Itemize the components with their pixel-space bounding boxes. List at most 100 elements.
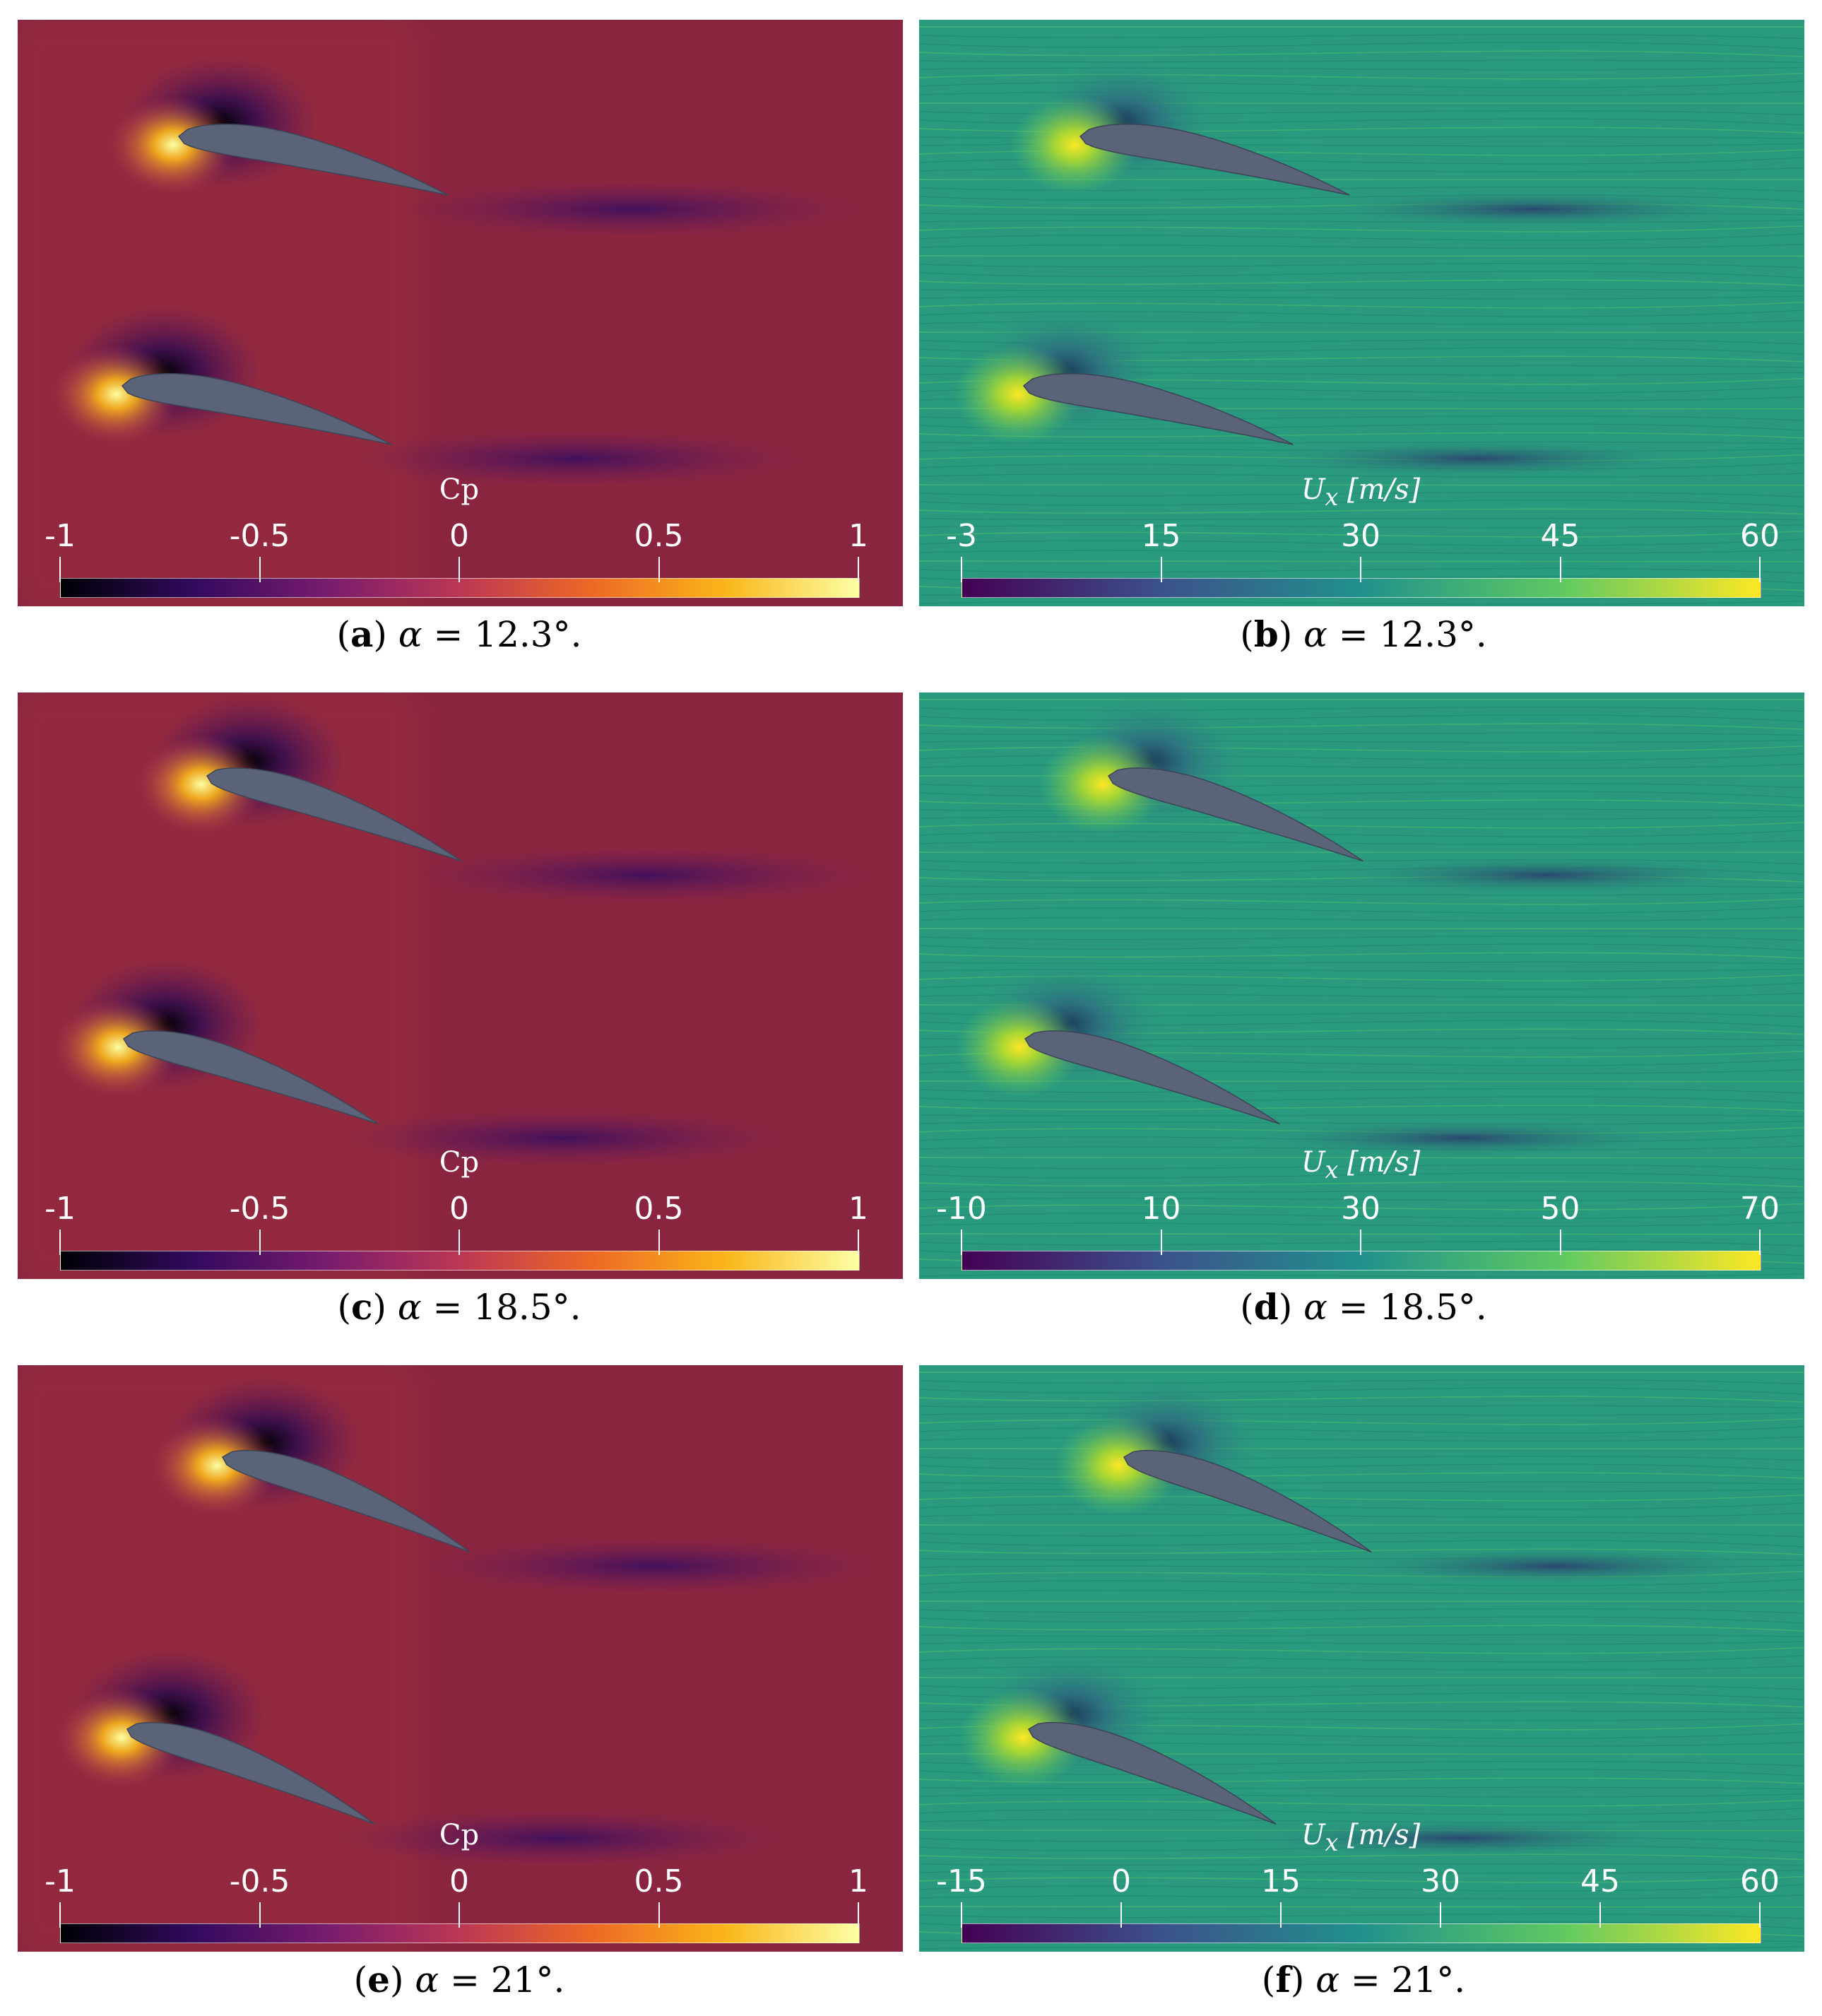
airfoil-lower: [1024, 1030, 1280, 1125]
colorbar-tick-label: 0.5: [634, 1191, 684, 1227]
airfoil-upper: [177, 124, 449, 196]
panel-a-cp-field: Cp -1 -0.5 0 0.5 1: [18, 20, 903, 606]
airfoil-upper: [221, 1449, 471, 1553]
colorbar-tick: [658, 1902, 660, 1928]
colorbar-tick: [59, 557, 61, 582]
colorbar-tick: [259, 557, 261, 582]
colorbar-title: Cp: [439, 1146, 480, 1179]
caption-c: (c) α = 18.5°.: [337, 1286, 581, 1328]
colorbar: [60, 1923, 860, 1943]
colorbar-tick: [1160, 1230, 1162, 1255]
airfoil-upper: [1107, 767, 1363, 862]
colorbar-tick-label: -3: [946, 518, 977, 554]
colorbar-tick: [1759, 1230, 1761, 1255]
panel-d-velocity-field: Ux [m/s] -10 10 30 50 70: [919, 692, 1804, 1279]
colorbar-tick-label: -15: [936, 1863, 987, 1899]
colorbar-tick-label: 0: [1111, 1863, 1131, 1899]
colorbar-tick: [59, 1902, 61, 1928]
field-plot-f: [919, 1365, 1804, 1952]
colorbar-tick-label: 60: [1740, 518, 1780, 554]
colorbar-tick: [1440, 1902, 1441, 1928]
colorbar-title: Ux [m/s]: [1301, 1146, 1421, 1184]
colorbar-tick: [1759, 557, 1761, 582]
colorbar: [962, 578, 1761, 598]
colorbar-tick: [1360, 557, 1361, 582]
caption-a: (a) α = 12.3°.: [336, 613, 582, 655]
airfoil-upper: [206, 767, 462, 862]
colorbar-tick-label: 15: [1141, 518, 1181, 554]
colorbar-tick-label: -0.5: [229, 1191, 290, 1227]
airfoil-lower: [1027, 1721, 1277, 1825]
field-plot-b: [919, 20, 1804, 606]
airfoil-lower: [121, 373, 392, 445]
colorbar-tick: [1759, 1902, 1761, 1928]
colorbar-tick-label: 0.5: [634, 1863, 684, 1899]
panel-e-cp-field: Cp -1 -0.5 0 0.5 1: [18, 1365, 903, 1952]
colorbar-tick: [858, 1902, 859, 1928]
colorbar-tick: [1280, 1902, 1282, 1928]
colorbar-tick: [459, 1902, 460, 1928]
colorbar-tick-label: 0: [449, 518, 469, 554]
colorbar-tick: [1559, 1230, 1561, 1255]
colorbar-tick: [259, 1230, 261, 1255]
airfoil-lower: [1022, 373, 1294, 445]
colorbar-tick-label: -1: [45, 518, 76, 554]
colorbar-tick-label: -10: [936, 1191, 987, 1227]
colorbar-tick-label: -1: [45, 1863, 76, 1899]
colorbar: [962, 1251, 1761, 1271]
colorbar-tick-label: 15: [1261, 1863, 1301, 1899]
panel-c-cp-field: Cp -1 -0.5 0 0.5 1: [18, 692, 903, 1279]
colorbar-tick: [59, 1230, 61, 1255]
colorbar-tick-label: 0: [449, 1863, 469, 1899]
colorbar-title: Ux [m/s]: [1301, 473, 1421, 511]
caption-f: (f) α = 21°.: [1261, 1959, 1466, 2000]
colorbar: [962, 1923, 1761, 1943]
colorbar-title: Cp: [439, 473, 480, 506]
colorbar-tick-label: -0.5: [229, 518, 290, 554]
colorbar-tick-label: 30: [1341, 518, 1380, 554]
colorbar-tick: [961, 1230, 962, 1255]
colorbar: [60, 1251, 860, 1271]
colorbar-tick: [459, 1230, 460, 1255]
colorbar-tick: [658, 1230, 660, 1255]
colorbar-tick: [658, 557, 660, 582]
colorbar-tick-label: 30: [1341, 1191, 1380, 1227]
colorbar-tick: [858, 557, 859, 582]
colorbar-title: Ux [m/s]: [1301, 1819, 1421, 1856]
colorbar-tick: [1120, 1902, 1122, 1928]
colorbar-tick-label: 0.5: [634, 518, 684, 554]
colorbar-tick-label: 1: [848, 1191, 868, 1227]
colorbar-tick-label: 50: [1540, 1191, 1580, 1227]
colorbar-tick-label: -1: [45, 1191, 76, 1227]
field-plot-c: [18, 692, 903, 1279]
colorbar-tick-label: -0.5: [229, 1863, 290, 1899]
colorbar-tick-label: 10: [1141, 1191, 1181, 1227]
colorbar-tick-label: 0: [449, 1191, 469, 1227]
field-plot-d: [919, 692, 1804, 1279]
colorbar-title: Cp: [439, 1819, 480, 1851]
colorbar-tick: [1599, 1902, 1601, 1928]
colorbar-tick-label: 30: [1421, 1863, 1460, 1899]
panel-b-velocity-field: Ux [m/s] -3 15 30 45 60: [919, 20, 1804, 606]
colorbar-tick: [961, 1902, 962, 1928]
caption-b: (b) α = 12.3°.: [1240, 613, 1487, 655]
colorbar-tick-label: 70: [1740, 1191, 1780, 1227]
colorbar-tick-label: 1: [848, 1863, 868, 1899]
colorbar-tick: [1559, 557, 1561, 582]
colorbar-tick: [858, 1230, 859, 1255]
colorbar-tick: [459, 557, 460, 582]
colorbar: [60, 578, 860, 598]
airfoil-lower: [126, 1721, 375, 1825]
field-plot-a: [18, 20, 903, 606]
colorbar-tick: [961, 557, 962, 582]
airfoil-upper: [1123, 1449, 1372, 1553]
panel-f-velocity-field: Ux [m/s] -15 0 15 30 45 60: [919, 1365, 1804, 1952]
field-plot-e: [18, 1365, 903, 1952]
colorbar-tick: [259, 1902, 261, 1928]
colorbar-tick-label: 45: [1580, 1863, 1620, 1899]
caption-e: (e) α = 21°.: [353, 1959, 565, 2000]
airfoil-upper: [1079, 124, 1350, 196]
colorbar-tick-label: 1: [848, 518, 868, 554]
airfoil-lower: [122, 1030, 379, 1125]
colorbar-tick-label: 45: [1540, 518, 1580, 554]
